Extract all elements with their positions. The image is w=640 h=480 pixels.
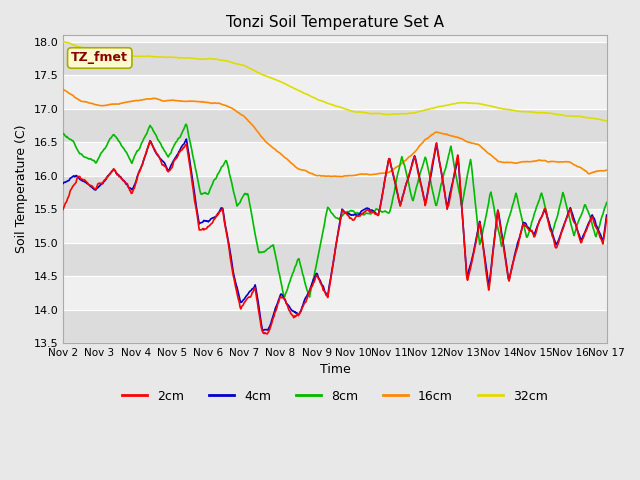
- Bar: [63, 42, 607, 75]
- Bar: [63, 243, 607, 276]
- Bar: [63, 310, 607, 343]
- Legend: 2cm, 4cm, 8cm, 16cm, 32cm: 2cm, 4cm, 8cm, 16cm, 32cm: [117, 384, 553, 408]
- Bar: [63, 75, 607, 109]
- X-axis label: Time: Time: [319, 363, 350, 376]
- Bar: [63, 176, 607, 209]
- Bar: [63, 209, 607, 243]
- Bar: [63, 276, 607, 310]
- Bar: [63, 109, 607, 143]
- Y-axis label: Soil Temperature (C): Soil Temperature (C): [15, 125, 28, 253]
- Bar: [63, 143, 607, 176]
- Text: TZ_fmet: TZ_fmet: [71, 51, 128, 64]
- Title: Tonzi Soil Temperature Set A: Tonzi Soil Temperature Set A: [226, 15, 444, 30]
